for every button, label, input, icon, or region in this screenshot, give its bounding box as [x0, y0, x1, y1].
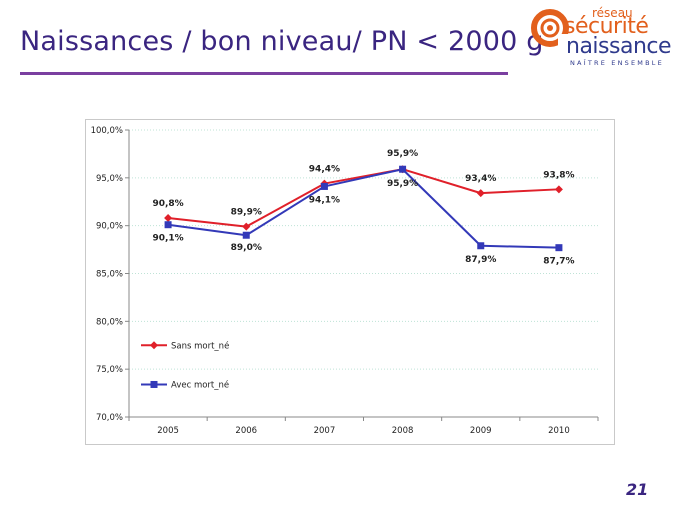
data-label: 90,8%	[152, 199, 183, 209]
data-label: 89,9%	[231, 208, 262, 218]
x-tick-label: 2005	[157, 426, 179, 436]
x-tick-label: 2008	[392, 426, 414, 436]
data-point	[242, 231, 250, 239]
slide-title: Naissances / bon niveau/ PN < 2000 g	[20, 26, 544, 57]
data-label: 95,9%	[387, 179, 418, 189]
legend-marker	[150, 380, 158, 388]
data-point	[399, 165, 407, 173]
data-label: 94,4%	[309, 165, 340, 175]
logo-swirl-icon	[531, 9, 569, 47]
series-line	[167, 168, 559, 228]
y-tick-label: 100,0%	[91, 126, 123, 136]
data-label: 93,4%	[465, 174, 496, 184]
y-tick-label: 80,0%	[96, 317, 123, 327]
y-tick-label: 90,0%	[96, 222, 123, 232]
y-tick-label: 95,0%	[96, 174, 123, 184]
chart-frame: 70,0% 75,0% 80,0% 85,0% 90,0% 95,0% 100,0% 2005…	[85, 119, 615, 445]
page-number: 21	[626, 480, 649, 499]
title-underline	[20, 72, 508, 75]
data-label: 95,9%	[387, 149, 418, 159]
data-point	[320, 182, 328, 190]
reseau-securite-naissance-logo: réseau sécurité naissance NAÎTRE ENSEMBL…	[530, 2, 685, 72]
y-tick-label: 70,0%	[96, 413, 123, 423]
y-tick-label: 75,0%	[96, 365, 123, 375]
data-point	[476, 189, 485, 198]
x-tick-label: 2006	[235, 426, 257, 436]
logo-tagline: NAÎTRE ENSEMBLE	[570, 59, 664, 67]
data-label: 90,1%	[152, 234, 183, 244]
legend-label: Avec mort_né	[171, 379, 229, 390]
y-tick-label: 85,0%	[96, 270, 123, 280]
data-label: 94,1%	[309, 195, 340, 205]
data-label: 87,7%	[543, 257, 574, 267]
logo-text-reseau: réseau	[592, 6, 633, 20]
data-label: 93,8%	[543, 170, 574, 180]
x-tick-label: 2009	[470, 426, 492, 436]
x-tick-label: 2007	[314, 426, 336, 436]
data-point	[554, 185, 563, 194]
data-point	[164, 221, 172, 229]
x-tick-label: 2010	[548, 426, 570, 436]
logo-text-securite: sécurité	[564, 14, 649, 39]
legend-label: Sans mort_né	[171, 340, 229, 351]
logo-text-naissance: naissance	[566, 34, 672, 59]
legend-marker	[150, 341, 158, 350]
line-chart: 70,0% 75,0% 80,0% 85,0% 90,0% 95,0% 100,0% 2005…	[91, 126, 599, 436]
series-line	[167, 168, 559, 249]
data-label: 87,9%	[465, 255, 496, 265]
data-point	[164, 214, 173, 223]
data-point	[242, 222, 251, 231]
data-point	[477, 242, 485, 250]
data-label: 89,0%	[231, 243, 262, 253]
data-point	[555, 244, 563, 252]
